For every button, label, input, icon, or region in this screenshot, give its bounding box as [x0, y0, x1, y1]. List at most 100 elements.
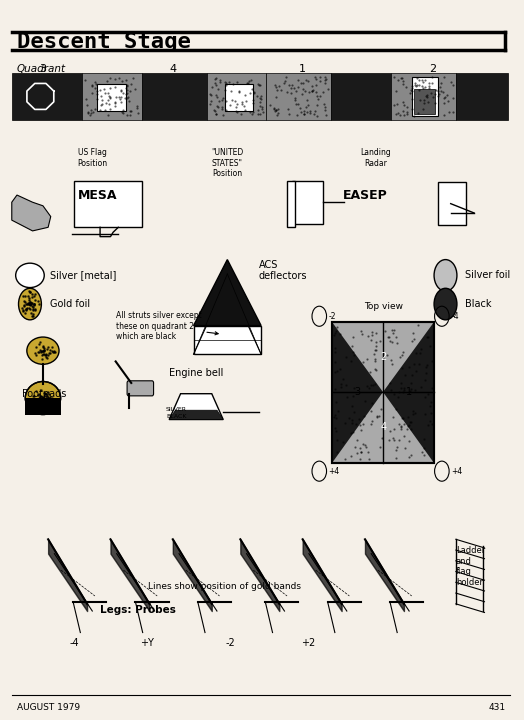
Circle shape [18, 288, 41, 320]
Point [367, 405, 375, 417]
Point [390, 388, 398, 400]
Point [40, 345, 48, 356]
Point [125, 95, 134, 107]
Point [331, 384, 340, 395]
Point [30, 290, 38, 302]
Point [424, 80, 433, 91]
Point [250, 86, 259, 98]
Point [26, 303, 34, 315]
Point [331, 356, 340, 367]
Text: Ladder
and
flag
holder: Ladder and flag holder [456, 546, 485, 587]
Point [19, 304, 27, 315]
Point [412, 72, 421, 84]
Point [381, 325, 389, 337]
Point [84, 107, 92, 119]
Point [393, 441, 401, 452]
Point [211, 73, 220, 84]
Point [398, 349, 406, 361]
Polygon shape [332, 322, 383, 392]
Point [349, 390, 357, 402]
Point [104, 94, 113, 106]
Point [422, 91, 431, 102]
Point [24, 299, 32, 310]
Point [408, 83, 417, 94]
Point [25, 294, 34, 306]
Point [39, 392, 47, 404]
Point [36, 391, 45, 402]
Text: SILVER: SILVER [166, 407, 187, 412]
Point [357, 328, 366, 339]
Text: AUGUST 1979: AUGUST 1979 [17, 703, 80, 712]
Point [297, 77, 305, 89]
Text: Black: Black [465, 299, 492, 309]
Point [46, 392, 54, 403]
Point [449, 106, 457, 117]
Point [237, 108, 245, 120]
Point [282, 86, 291, 98]
Point [19, 299, 28, 310]
Point [371, 355, 379, 366]
Point [296, 102, 304, 114]
Point [123, 80, 132, 91]
Point [41, 349, 50, 361]
Point [29, 304, 37, 315]
Point [34, 346, 42, 358]
Point [26, 287, 34, 298]
Point [305, 105, 314, 117]
Text: MESA: MESA [78, 189, 117, 202]
Polygon shape [25, 398, 61, 415]
Point [91, 82, 100, 94]
Point [31, 303, 39, 315]
Point [115, 93, 124, 104]
Point [300, 108, 309, 120]
Point [415, 74, 423, 86]
Point [25, 298, 33, 310]
Point [222, 77, 230, 89]
Point [397, 73, 405, 84]
Point [394, 391, 402, 402]
Point [292, 86, 300, 97]
Point [434, 89, 443, 100]
Point [41, 348, 49, 360]
Point [359, 356, 367, 368]
Point [315, 71, 324, 83]
Point [406, 87, 414, 99]
Point [274, 103, 282, 114]
Point [423, 89, 432, 101]
Point [321, 74, 329, 86]
Point [409, 359, 418, 370]
Point [416, 94, 424, 106]
Point [88, 81, 96, 92]
Point [403, 423, 411, 434]
Point [388, 337, 396, 348]
Point [368, 326, 376, 338]
Point [420, 97, 429, 109]
Point [435, 81, 444, 93]
Point [407, 377, 415, 389]
Point [225, 99, 234, 111]
Point [29, 308, 37, 320]
Point [364, 446, 373, 458]
Point [40, 344, 49, 356]
Point [30, 305, 39, 316]
Point [383, 348, 391, 360]
Point [216, 76, 224, 87]
Point [83, 99, 91, 111]
Point [21, 290, 29, 302]
Point [44, 397, 52, 409]
Point [272, 81, 280, 93]
Point [37, 346, 45, 357]
Point [331, 325, 340, 337]
Point [38, 392, 47, 404]
Point [127, 78, 136, 90]
Point [46, 347, 54, 359]
Point [420, 442, 429, 454]
Point [34, 390, 42, 401]
Point [347, 400, 356, 411]
Point [253, 91, 261, 102]
Point [396, 109, 405, 121]
FancyBboxPatch shape [127, 381, 154, 396]
Point [43, 343, 51, 355]
Point [413, 79, 421, 91]
Point [392, 331, 400, 343]
